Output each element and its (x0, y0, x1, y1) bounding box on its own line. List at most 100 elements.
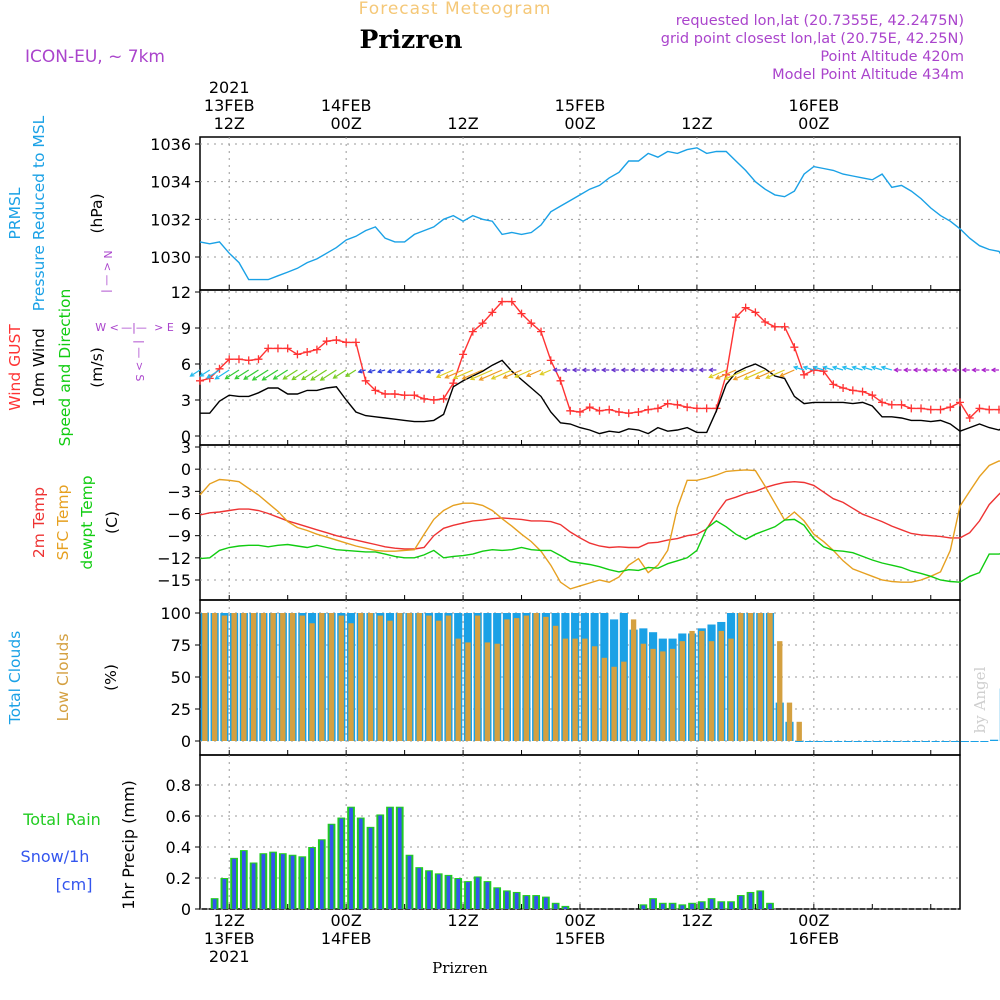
snow-bar (466, 882, 470, 909)
y-tick-label: 0 (181, 460, 191, 479)
snow-bar (553, 903, 558, 909)
low-cloud-bar (309, 623, 315, 741)
y-tick-label: −3 (167, 482, 191, 501)
watermark: by Angel (971, 666, 989, 733)
wind-arrow (215, 369, 230, 380)
y-axis-label: (hPa) (88, 193, 106, 233)
low-cloud-bar (572, 638, 578, 741)
wind-arrow-head (912, 367, 918, 373)
wind-arrow-head (376, 368, 383, 374)
low-cloud-bar (377, 615, 383, 741)
y-tick-label: −6 (167, 505, 191, 524)
wind-arrow (262, 369, 279, 381)
bottom-time-label: 15FEB (555, 929, 606, 948)
gust-marker (605, 405, 614, 414)
wind-arrow-head (539, 371, 545, 376)
top-time-label: 00Z (798, 114, 829, 133)
y-tick-label: 12 (171, 283, 191, 302)
wind-arrow (436, 369, 454, 378)
gust-marker (741, 303, 750, 312)
low-cloud-bar (416, 613, 422, 741)
gust-marker (400, 391, 409, 400)
low-cloud-bar (591, 646, 598, 741)
low-cloud-bar (426, 615, 432, 741)
snow-bar (505, 891, 509, 909)
gust-marker (527, 319, 536, 328)
wind-arrow (206, 369, 220, 379)
top-time-label: 12Z (214, 114, 245, 133)
y-tick-label: 0 (181, 427, 191, 446)
compass-west: W < (95, 321, 119, 334)
snow-bar (310, 848, 314, 909)
snow-bar (768, 903, 772, 909)
low-cloud-bar (445, 615, 452, 741)
wind-arrow-head (562, 367, 568, 373)
low-cloud-bar (260, 613, 267, 741)
gust-marker (468, 327, 477, 336)
gust-marker (965, 414, 974, 422)
series-line-sfc-temp (199, 460, 1000, 590)
wind-arrow-head (765, 374, 771, 379)
y-tick-label: 9 (181, 319, 191, 338)
y-axis-label: (C) (103, 511, 121, 534)
top-time-label: 13FEB (204, 96, 255, 115)
wind-arrow-head (779, 372, 785, 378)
low-cloud-bar (280, 613, 286, 741)
gust-marker (878, 398, 887, 407)
y-axis-label: SFC Temp (54, 485, 72, 561)
y-tick-label: 1034 (150, 173, 191, 192)
wind-arrow-head (610, 367, 616, 373)
low-cloud-bar (513, 618, 520, 741)
panel-5: 0 0.2 0.4 0.6 0.8 Total Rain Snow/1h [cm] 1hr Pr… (21, 754, 961, 919)
gust-marker (576, 408, 584, 416)
y-axis-label: Speed and Direction (56, 289, 74, 447)
gust-marker (653, 404, 662, 413)
y-tick-label: −9 (167, 527, 191, 546)
wind-arrow-head (261, 376, 267, 381)
low-cloud-bar (523, 615, 530, 741)
y-tick-label: 0 (181, 732, 191, 751)
low-cloud-bar (504, 619, 510, 741)
y-tick-label: 0 (181, 900, 191, 919)
snow-bar (319, 840, 324, 909)
snow-bar (719, 902, 724, 909)
series-line-2m-temp (199, 480, 1000, 550)
wind-arrow-head (552, 367, 558, 373)
wind-arrow-head (678, 367, 684, 373)
snow-bar (397, 807, 402, 909)
gust-marker (371, 386, 380, 395)
snow-bar (660, 903, 665, 909)
low-cloud-bar (728, 638, 734, 741)
wind-arrow-head (951, 367, 957, 373)
top-time-label: 15FEB (555, 96, 606, 115)
wind-arrow (881, 366, 892, 371)
low-cloud-bar (582, 638, 588, 741)
snow-bar (232, 858, 236, 909)
snow-bar (748, 892, 753, 909)
wind-arrow (540, 369, 552, 376)
wind-arrow-head (357, 368, 363, 374)
wind-arrow-head (525, 372, 532, 378)
grid-point-coords: grid point closest lon,lat (20.75E, 42.2… (661, 31, 964, 47)
wind-arrow-head (591, 367, 597, 373)
wind-arrow (234, 369, 250, 380)
wind-arrow (793, 366, 805, 371)
gust-marker (449, 379, 458, 388)
bottom-time-label: 12Z (214, 911, 245, 930)
gust-marker (351, 338, 360, 347)
low-cloud-bar (669, 648, 676, 741)
low-cloud-bar (455, 638, 461, 741)
low-cloud-bar (211, 613, 218, 741)
wind-arrow (283, 369, 298, 380)
top-time-label: 14FEB (321, 96, 372, 115)
wind-arrow-head (903, 367, 909, 373)
gust-marker (868, 391, 877, 400)
y-axis-label: Wind GUST (6, 324, 24, 411)
low-cloud-bar (650, 648, 656, 741)
wind-arrow-head (367, 368, 373, 374)
wind-arrow-head (630, 367, 636, 373)
snow-bar (212, 899, 217, 909)
wind-arrow (526, 369, 542, 377)
wind-arrow (225, 369, 240, 380)
